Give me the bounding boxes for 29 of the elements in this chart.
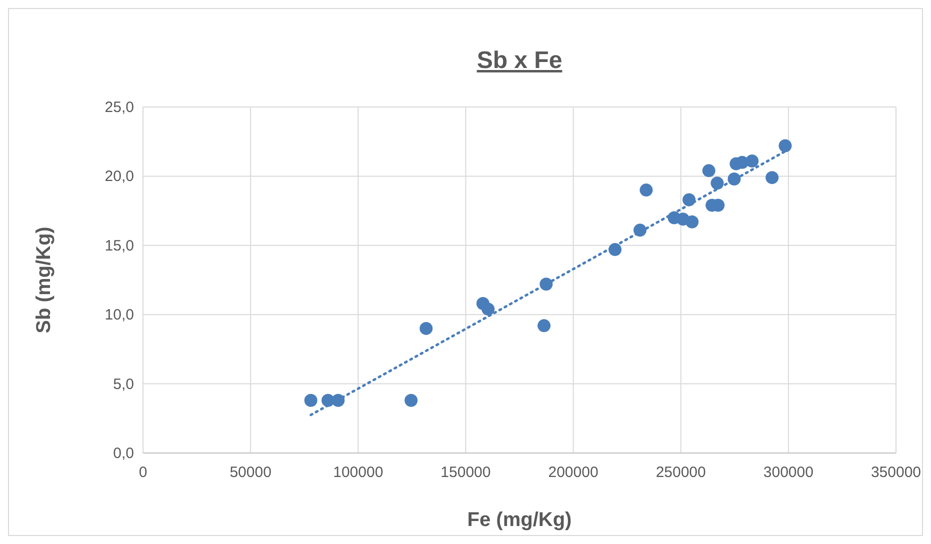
x-tick-label: 300000 (763, 464, 814, 481)
point (420, 322, 433, 335)
x-tick-label: 250000 (656, 464, 706, 481)
point (404, 394, 418, 407)
y-tick-label: 5,0 (113, 376, 134, 393)
y-axis-title: Sb (mg/Kg) (33, 226, 55, 334)
y-tick-label: 25,0 (104, 99, 134, 116)
point (482, 302, 495, 316)
y-tick-label: 0,0 (113, 445, 134, 462)
x-tick-label: 0 (138, 464, 148, 481)
x-tick-label: 100000 (333, 464, 384, 481)
point (702, 164, 716, 178)
x-tick-label: 200000 (548, 464, 598, 481)
point (778, 139, 792, 152)
point (304, 394, 318, 407)
x-tick-label: 150000 (440, 464, 491, 481)
point (640, 184, 653, 197)
x-tick-label: 50000 (230, 464, 272, 481)
y-tick-label: 20,0 (104, 168, 134, 186)
x-tick-label: 350000 (870, 464, 922, 481)
point (538, 319, 551, 332)
y-tick-label: 15,0 (104, 237, 134, 254)
point (710, 176, 724, 190)
point (766, 171, 779, 184)
chart-title: Sb x Fe (476, 47, 562, 74)
x-axis-title: Fe (mg/Kg) (467, 509, 572, 531)
point (686, 215, 699, 228)
y-tick-label: 10,0 (104, 306, 134, 324)
point (746, 154, 759, 168)
